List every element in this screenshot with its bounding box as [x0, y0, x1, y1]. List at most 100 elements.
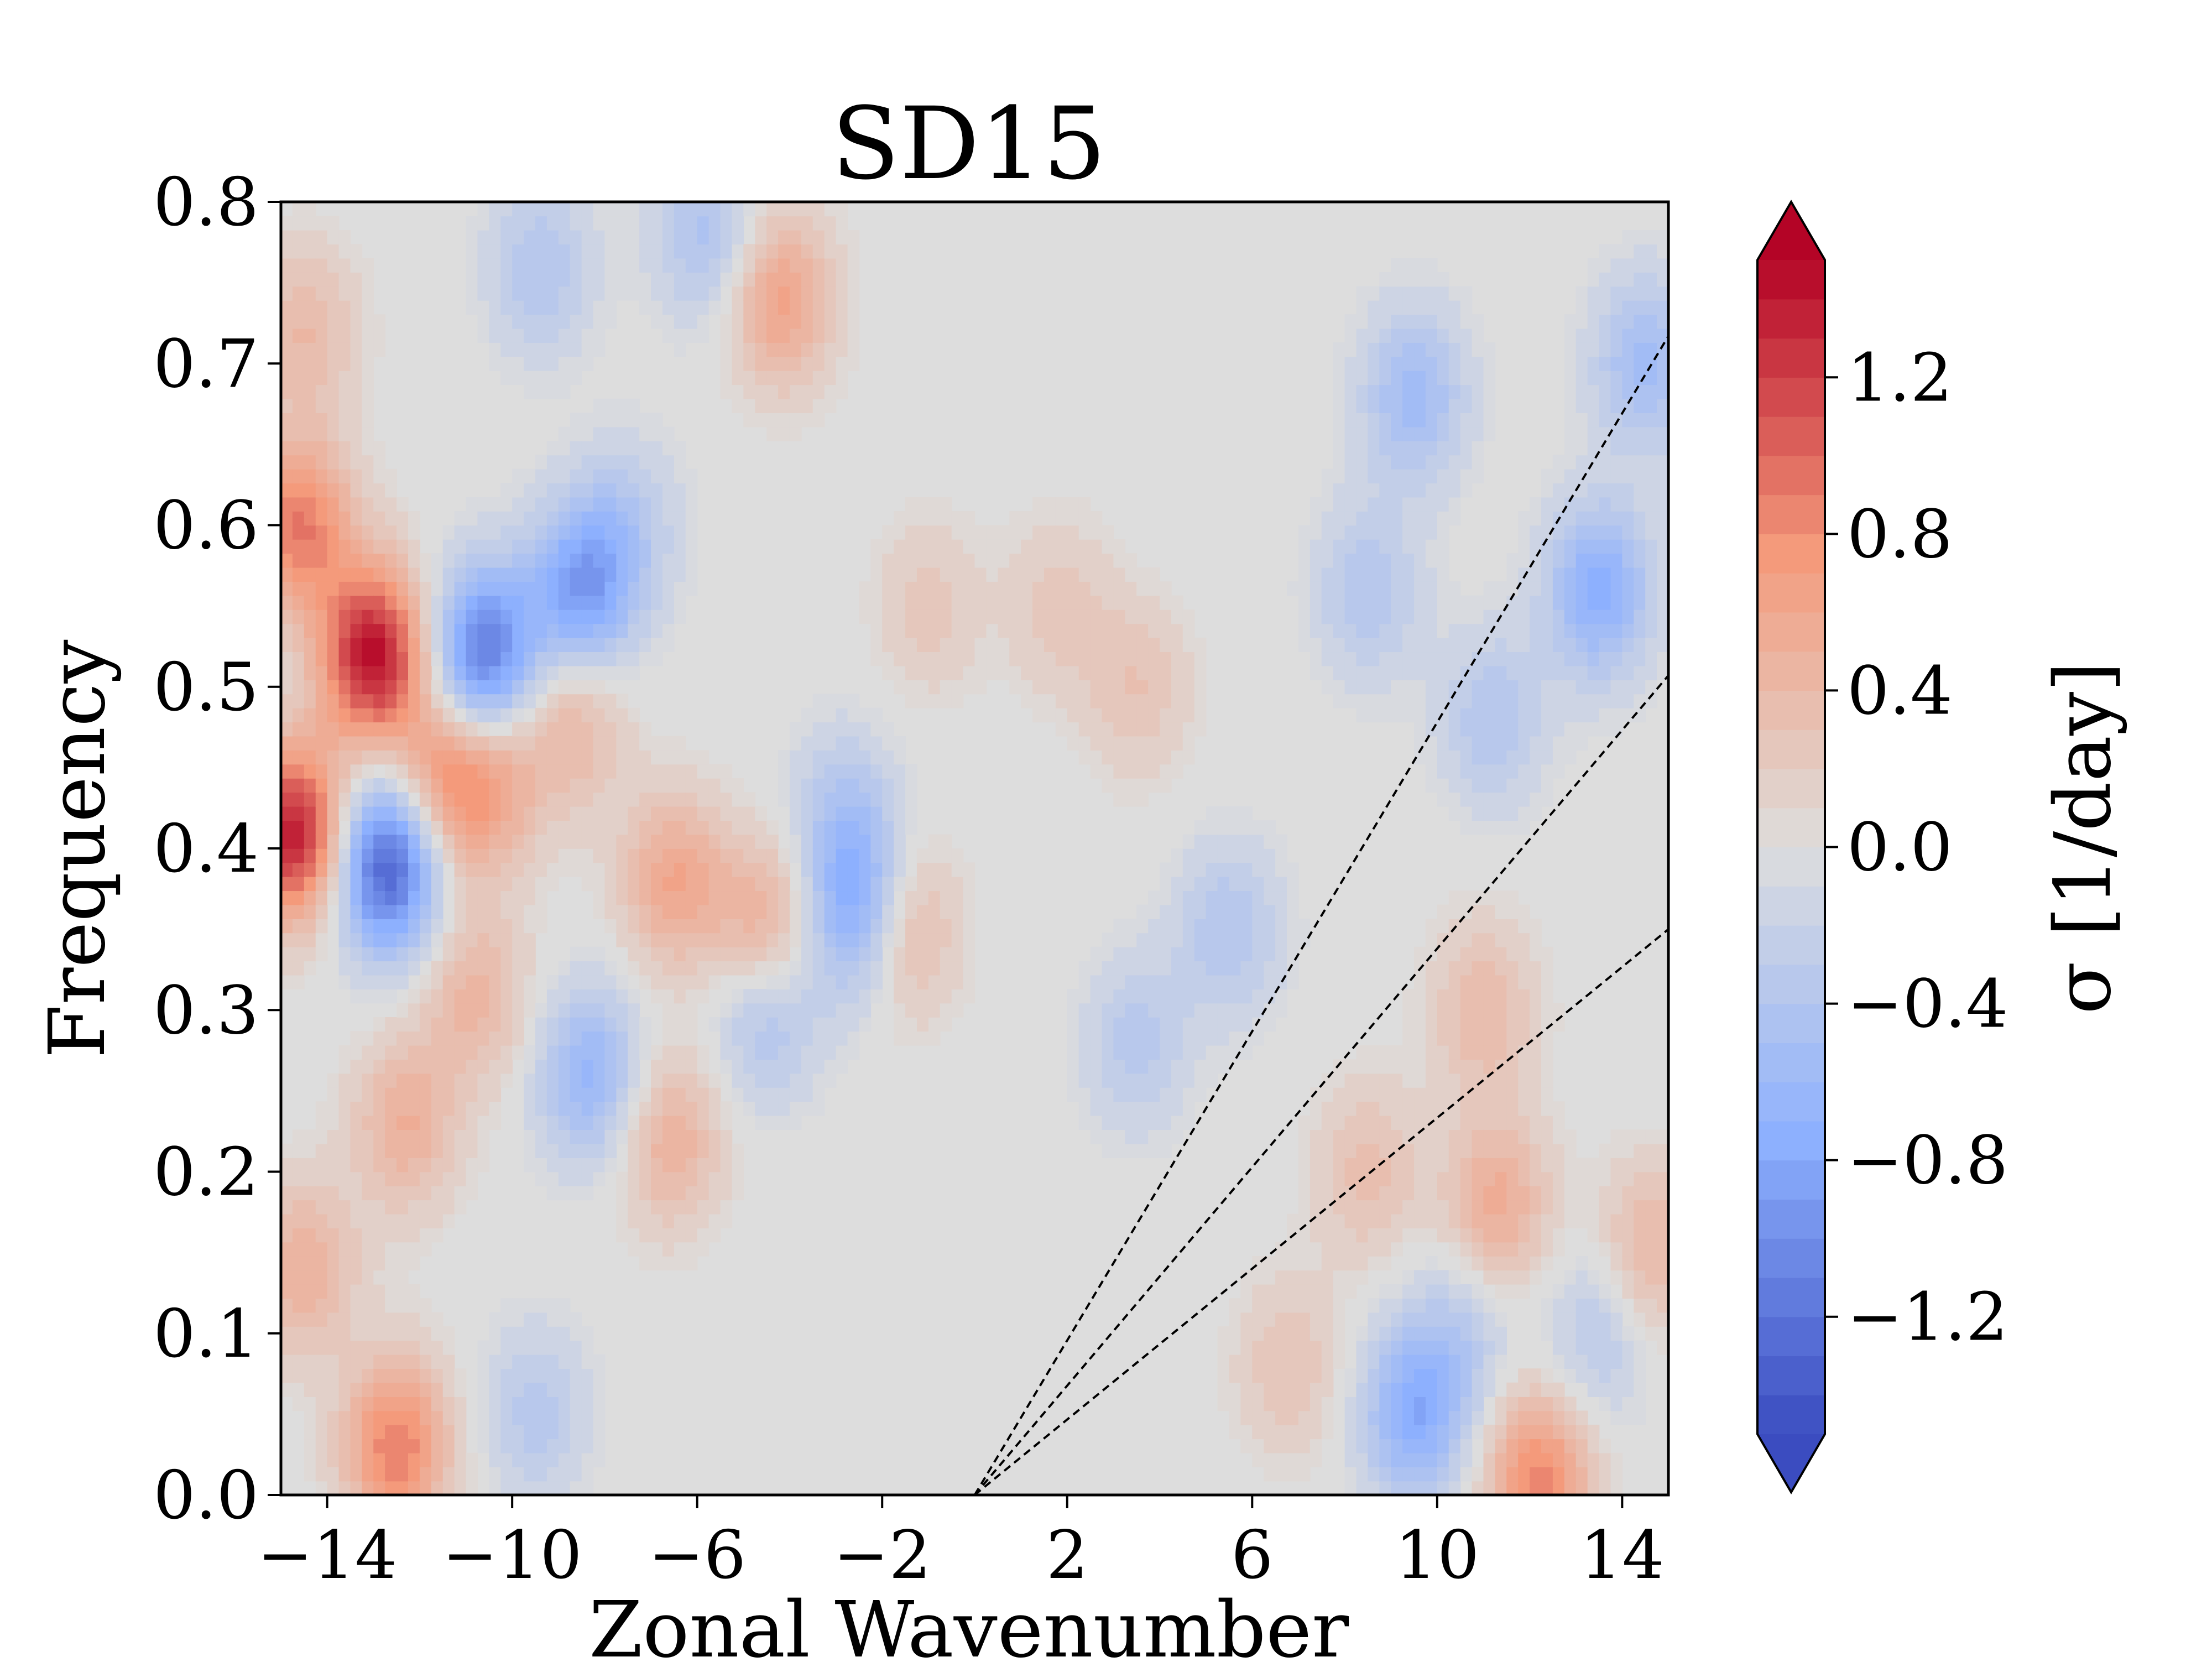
- heatmap-cell: [442, 806, 455, 821]
- heatmap-cell: [512, 806, 524, 821]
- heatmap-cell: [1333, 398, 1345, 413]
- heatmap-cell: [1136, 932, 1149, 947]
- heatmap-cell: [281, 539, 293, 554]
- heatmap-cell: [500, 272, 513, 287]
- heatmap-cell: [500, 1312, 513, 1327]
- heatmap-cell: [524, 1045, 536, 1060]
- heatmap-cell: [570, 497, 582, 512]
- heatmap-cell: [581, 1017, 594, 1032]
- heatmap-cell: [1333, 384, 1345, 399]
- heatmap-cell: [651, 989, 663, 1004]
- heatmap-cell: [708, 1158, 721, 1173]
- heatmap-cell: [581, 778, 594, 793]
- heatmap-cell: [1310, 511, 1322, 526]
- heatmap-cell: [535, 272, 547, 287]
- heatmap-cell: [1414, 581, 1426, 596]
- heatmap-cell: [512, 904, 524, 919]
- heatmap-cell: [847, 806, 860, 821]
- heatmap-cell: [535, 764, 547, 779]
- heatmap-cell: [419, 1115, 432, 1130]
- heatmap-cell: [1391, 426, 1403, 441]
- heatmap-cell: [373, 511, 385, 526]
- heatmap-cell: [1356, 1213, 1369, 1228]
- heatmap-cell: [431, 1340, 444, 1355]
- heatmap-cell: [604, 1059, 617, 1074]
- heatmap-cell: [524, 989, 536, 1004]
- heatmap-cell: [535, 707, 547, 723]
- heatmap-cell: [327, 1158, 340, 1173]
- heatmap-cell: [697, 1158, 709, 1173]
- heatmap-cell: [1321, 1185, 1334, 1201]
- heatmap-cell: [1437, 356, 1449, 371]
- heatmap-cell: [593, 609, 606, 624]
- heatmap-cell: [466, 694, 478, 708]
- heatmap-cell: [1125, 1003, 1138, 1018]
- heatmap-cell: [766, 413, 779, 428]
- heatmap-cell: [639, 722, 651, 737]
- heatmap-cell: [1136, 665, 1149, 680]
- heatmap-cell: [292, 792, 305, 807]
- heatmap-cell: [477, 328, 490, 343]
- heatmap-cell: [1448, 989, 1461, 1004]
- heatmap-cell: [512, 1424, 524, 1440]
- heatmap-cell: [812, 342, 825, 357]
- heatmap-cell: [593, 1397, 606, 1411]
- heatmap-cell: [1402, 1213, 1415, 1228]
- heatmap-cell: [1090, 511, 1103, 526]
- heatmap-cell: [1252, 1439, 1265, 1453]
- heatmap-cell: [546, 1382, 559, 1397]
- heatmap-cell: [512, 1382, 524, 1397]
- heatmap-cell: [292, 1255, 305, 1271]
- heatmap-cell: [281, 792, 293, 807]
- heatmap-cell: [1240, 1368, 1253, 1383]
- heatmap-cell: [1310, 539, 1322, 554]
- heatmap-cell: [304, 764, 316, 779]
- heatmap-cell: [604, 581, 617, 596]
- heatmap-cell: [1310, 595, 1322, 610]
- heatmap-cell: [1287, 1424, 1299, 1440]
- heatmap-cell: [350, 511, 363, 526]
- heatmap-cell: [338, 468, 351, 484]
- heatmap-cell: [1448, 1200, 1461, 1215]
- heatmap-cell: [1460, 961, 1473, 976]
- heatmap-cell: [1160, 1101, 1172, 1116]
- heatmap-cell: [1425, 1439, 1438, 1453]
- heatmap-cell: [697, 890, 709, 905]
- heatmap-cell: [1437, 1213, 1449, 1228]
- heatmap-cell: [928, 652, 941, 666]
- heatmap-cell: [1437, 1410, 1449, 1425]
- heatmap-cell: [362, 1185, 374, 1201]
- heatmap-cell: [1102, 553, 1114, 568]
- heatmap-cell: [546, 272, 559, 287]
- heatmap-cell: [1182, 1115, 1195, 1130]
- heatmap-cell: [1310, 1255, 1322, 1271]
- heatmap-cell: [558, 623, 571, 638]
- heatmap-cell: [581, 736, 594, 751]
- heatmap-cell: [1148, 778, 1160, 793]
- heatmap-cell: [604, 778, 617, 793]
- heatmap-cell: [963, 567, 975, 582]
- heatmap-cell: [1206, 919, 1218, 934]
- heatmap-cell: [998, 623, 1010, 638]
- heatmap-cell: [870, 581, 883, 596]
- heatmap-cell: [558, 1045, 571, 1060]
- heatmap-cell: [593, 1439, 606, 1453]
- heatmap-cell: [1217, 876, 1230, 892]
- heatmap-cell: [1448, 1101, 1461, 1116]
- heatmap-cell: [581, 1410, 594, 1425]
- heatmap-cell: [616, 1171, 629, 1186]
- heatmap-cell: [697, 1073, 709, 1088]
- heatmap-cell: [292, 384, 305, 399]
- heatmap-cell: [755, 230, 767, 245]
- heatmap-cell: [581, 1045, 594, 1060]
- heatmap-cell: [628, 1129, 640, 1144]
- heatmap-cell: [593, 623, 606, 638]
- heatmap-cell: [604, 961, 617, 976]
- heatmap-cell: [546, 525, 559, 540]
- heatmap-cell: [373, 1200, 385, 1215]
- heatmap-cell: [743, 1045, 756, 1060]
- heatmap-cell: [940, 834, 952, 849]
- heatmap-cell: [315, 946, 328, 962]
- heatmap-cell: [847, 876, 860, 892]
- heatmap-cell: [1032, 707, 1045, 723]
